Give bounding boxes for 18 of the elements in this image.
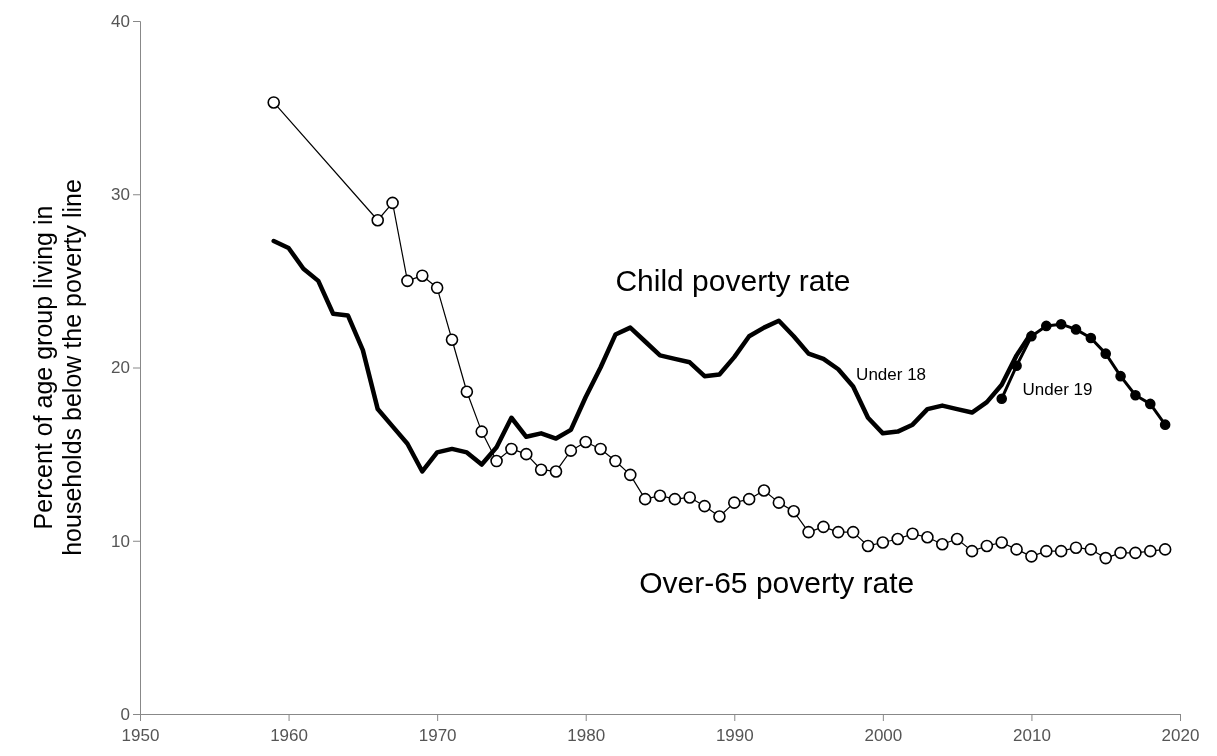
x-tick-label: 1990 bbox=[715, 726, 754, 745]
y-tick-label: 30 bbox=[111, 185, 130, 205]
x-tick-label: 1960 bbox=[270, 726, 308, 745]
y-tick-label: 0 bbox=[120, 704, 130, 724]
series-label: Under 19 bbox=[1022, 380, 1093, 400]
x-tick-label: 2020 bbox=[1161, 726, 1200, 745]
y-tick-label: 40 bbox=[111, 11, 130, 31]
x-tick-label: 2000 bbox=[864, 726, 903, 745]
series-label: Under 18 bbox=[856, 364, 927, 384]
series-label: Over-65 poverty rate bbox=[639, 565, 915, 599]
y-tick-label: 20 bbox=[111, 358, 130, 378]
y-tick-label: 10 bbox=[111, 531, 130, 551]
x-tick-label: 1980 bbox=[567, 726, 606, 745]
x-tick-label: 2010 bbox=[1013, 726, 1051, 745]
y-axis-title: Percent of age group living in households below the poverty line bbox=[29, 179, 86, 556]
x-tick-label: 1950 bbox=[121, 726, 160, 745]
annotation: Child poverty rate bbox=[615, 264, 851, 298]
x-tick-label: 1970 bbox=[418, 726, 457, 745]
